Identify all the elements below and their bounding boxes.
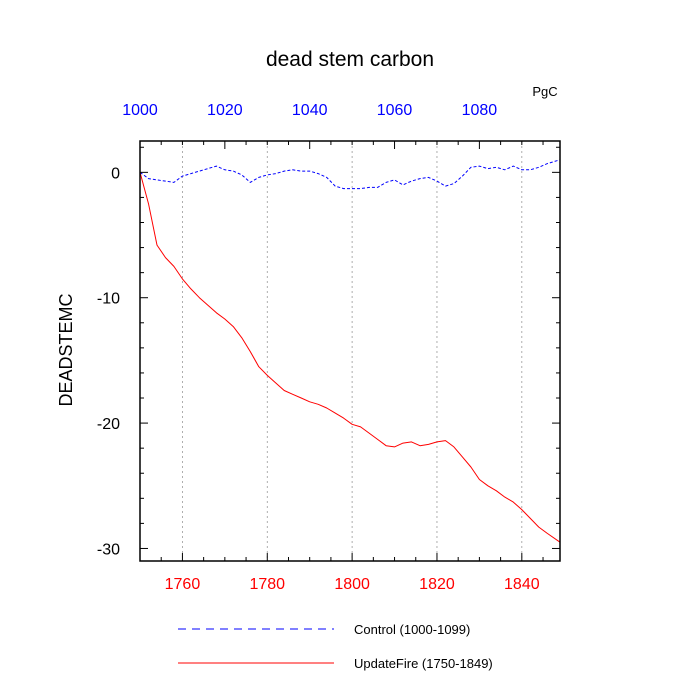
y-tick-label--10: -10 <box>97 291 120 308</box>
legend-label-control: Control (1000-1099) <box>354 622 470 637</box>
chart-title: dead stem carbon <box>266 48 434 71</box>
x-top-tick-label-1000: 1000 <box>122 102 158 119</box>
x-top-tick-label-1060: 1060 <box>377 102 413 119</box>
grid-lines <box>182 141 523 561</box>
y-axis-title: DEADSTEMC <box>56 293 76 406</box>
legend: Control (1000-1099) UpdateFire (1750-184… <box>178 622 493 671</box>
y-tick-label--30: -30 <box>97 541 120 558</box>
x-top-tick-label-1080: 1080 <box>462 102 498 119</box>
y-tick-label-0: 0 <box>111 165 120 182</box>
units-label: PgC <box>532 84 557 99</box>
x-bottom-tick-label-1820: 1820 <box>419 576 455 593</box>
plot-frame <box>139 140 561 562</box>
x-bottom-tick-label-1840: 1840 <box>504 576 540 593</box>
axis-tick-labels: 1760 1780 1800 1820 1840 1000 1020 1040 1060 1080… <box>97 102 540 593</box>
x-top-tick-label-1040: 1040 <box>292 102 328 119</box>
x-bottom-tick-label-1760: 1760 <box>165 576 201 593</box>
legend-label-updatefire: UpdateFire (1750-1849) <box>354 656 493 671</box>
x-top-tick-label-1020: 1020 <box>207 102 243 119</box>
x-bottom-tick-label-1780: 1780 <box>249 576 285 593</box>
y-tick-label--20: -20 <box>97 416 120 433</box>
series-layer <box>139 159 561 543</box>
axis-ticks <box>139 141 560 561</box>
series-line-control <box>139 159 561 190</box>
x-bottom-tick-label-1800: 1800 <box>334 576 370 593</box>
series-line-updatefire <box>139 172 561 543</box>
